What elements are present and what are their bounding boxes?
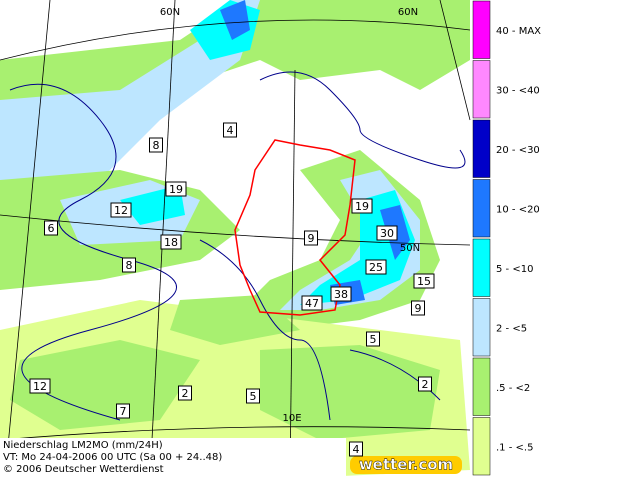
value-box-frame: [29, 378, 51, 394]
value-box: 19: [351, 198, 373, 214]
value-box-frame: [351, 198, 373, 214]
value-label: 2: [422, 378, 429, 391]
logo: wetter.com: [359, 456, 453, 474]
value-box: 2: [178, 385, 192, 401]
grid-label: 60N: [160, 7, 180, 18]
legend-swatch: [472, 417, 491, 476]
value-box-frame: [413, 273, 435, 289]
legend-swatch: [472, 119, 491, 178]
coastlines: [9, 71, 466, 421]
value-label: 9: [415, 302, 422, 315]
value-box-frame: [330, 286, 352, 302]
value-box: 6: [44, 220, 58, 236]
value-label: 5: [370, 333, 377, 346]
value-label: 47: [305, 297, 319, 310]
value-box-frame: [365, 259, 387, 275]
value-label: 9: [308, 232, 315, 245]
value-label: 38: [334, 288, 348, 301]
value-box: 38: [330, 286, 352, 302]
value-box-frame: [178, 385, 192, 401]
legend-label: .5 - <2: [496, 383, 530, 394]
value-box-frame: [418, 376, 432, 392]
caption-line: VT: Mo 24-04-2006 00 UTC (Sa 00 + 24..48…: [3, 452, 222, 463]
value-box-frame: [411, 300, 425, 316]
value-box-frame: [149, 137, 163, 153]
value-box-frame: [165, 181, 187, 197]
value-box-frame: [301, 295, 323, 311]
legend-label: 30 - <40: [496, 85, 540, 96]
value-label: 8: [126, 259, 133, 272]
value-label: 19: [169, 183, 183, 196]
legend-label: 40 - MAX: [496, 26, 541, 37]
value-label: 25: [369, 261, 383, 274]
value-box: 2: [418, 376, 432, 392]
value-label: 15: [417, 275, 431, 288]
value-label: 18: [164, 236, 178, 249]
value-label: 8: [153, 139, 160, 152]
value-box: 47: [301, 295, 323, 311]
value-label: 7: [120, 405, 127, 418]
value-box-frame: [366, 331, 380, 347]
value-label: 12: [114, 204, 128, 217]
value-label: 19: [355, 200, 369, 213]
value-box: 5: [366, 331, 380, 347]
grid-label: 60N: [398, 7, 418, 18]
value-box: 7: [116, 403, 130, 419]
value-box: 8: [149, 137, 163, 153]
logo-background: [350, 456, 462, 474]
value-box-frame: [116, 403, 130, 419]
value-box-frame: [304, 230, 318, 246]
value-box-frame: [44, 220, 58, 236]
caption-line: © 2006 Deutscher Wetterdienst: [3, 464, 164, 475]
legend-swatch: [472, 357, 491, 416]
legend-swatches: 40 - MAX 30 - <40 20 - <30 10 - <20 5 - <10 2…: [472, 0, 541, 476]
value-label: 12: [33, 380, 47, 393]
value-label: 4: [353, 443, 360, 456]
grid-lines: [0, 0, 471, 478]
caption-line: Niederschlag LM2MO (mm/24H): [3, 440, 163, 451]
value-box-frame: [122, 257, 136, 273]
value-label: 4: [227, 124, 234, 137]
legend-label: 2 - <5: [496, 323, 527, 334]
precip-fields: [0, 0, 470, 478]
value-box-frame: [376, 225, 398, 241]
value-box: 9: [411, 300, 425, 316]
legend-swatch: [472, 179, 491, 238]
legend-label: .1 - <.5: [496, 442, 533, 453]
value-box: 5: [246, 388, 260, 404]
value-box: 18: [160, 234, 182, 250]
value-box-frame: [160, 234, 182, 250]
value-box: 8: [122, 257, 136, 273]
value-box: 9: [304, 230, 318, 246]
value-label: 6: [48, 222, 55, 235]
value-box: 4: [349, 441, 363, 457]
legend-swatch: [472, 60, 491, 119]
value-box: 4: [223, 122, 237, 138]
legend-label: 5 - <10: [496, 264, 533, 275]
value-box: 25: [365, 259, 387, 275]
germany-border: [234, 139, 356, 316]
value-box: 15: [413, 273, 435, 289]
value-label: 5: [250, 390, 257, 403]
value-box: 12: [29, 378, 51, 394]
grid-label: 10E: [282, 413, 301, 424]
value-label: 30: [380, 227, 394, 240]
grid-label: 50N: [400, 243, 420, 254]
legend-swatch: [472, 298, 491, 357]
value-box: 30: [376, 225, 398, 241]
caption-background: [0, 438, 346, 478]
value-box: 12: [110, 202, 132, 218]
legend-label: 20 - <30: [496, 145, 540, 156]
legend-swatch: [472, 238, 491, 297]
value-box-frame: [349, 441, 363, 457]
value-label: 2: [182, 387, 189, 400]
legend-swatch: [472, 0, 491, 59]
value-box-frame: [223, 122, 237, 138]
value-box-frame: [110, 202, 132, 218]
value-box: 19: [165, 181, 187, 197]
value-box-frame: [246, 388, 260, 404]
legend-label: 10 - <20: [496, 204, 540, 215]
